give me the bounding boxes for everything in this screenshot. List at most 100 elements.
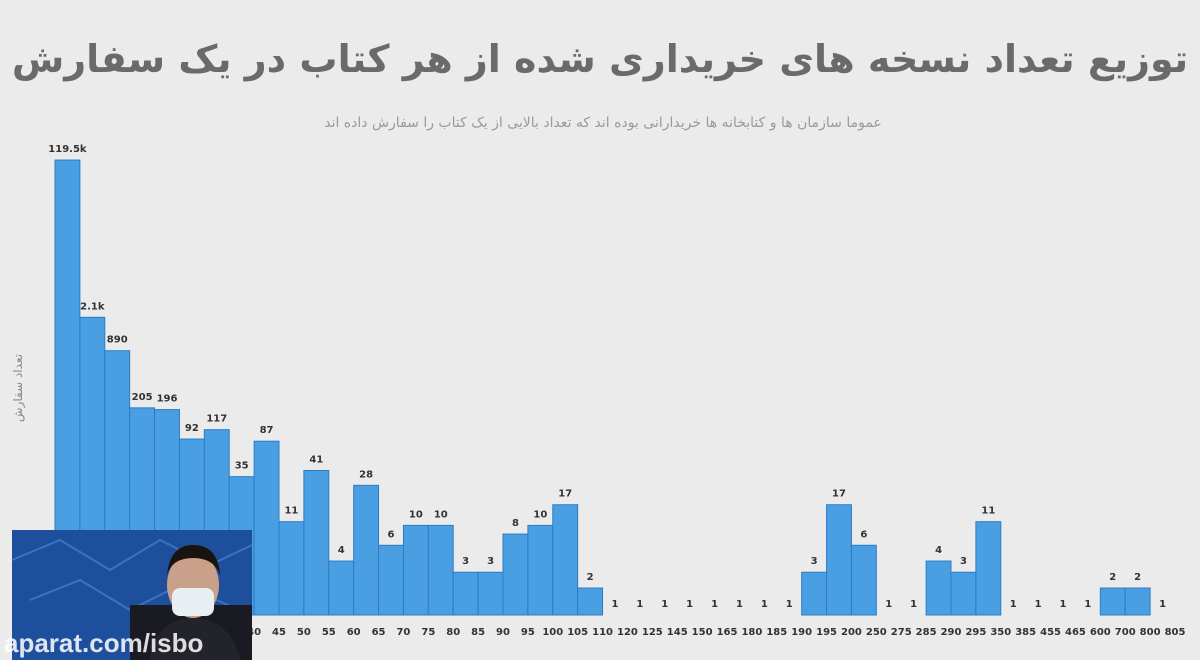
value-label: 17 xyxy=(832,489,846,500)
bin-edge-label: 70 xyxy=(396,627,410,638)
bar xyxy=(577,587,604,616)
value-label: 4 xyxy=(935,545,942,556)
bin-edge-label: 110 xyxy=(592,627,613,638)
value-label: 1 xyxy=(1084,599,1091,610)
video-overlay xyxy=(11,530,253,660)
bin-edge-label: 285 xyxy=(916,627,937,638)
bin-edge-label: 90 xyxy=(496,627,510,638)
value-label: 92 xyxy=(185,423,199,434)
bin-edge-label: 65 xyxy=(372,627,386,638)
bin-edge-label: 45 xyxy=(272,627,286,638)
value-label: 41 xyxy=(309,454,323,465)
bin-edge-label: 125 xyxy=(642,627,663,638)
bin-edge-label: 190 xyxy=(791,627,812,638)
value-label: 8 xyxy=(512,518,519,529)
bar xyxy=(328,560,355,616)
bar xyxy=(801,571,828,616)
bar xyxy=(378,544,404,616)
chart-title: توزیع تعداد نسخه های خریداری شده از هر ک… xyxy=(12,37,1188,81)
bar xyxy=(402,524,429,616)
value-label: 1 xyxy=(786,599,793,610)
bar xyxy=(303,469,330,616)
value-label: 119.5k xyxy=(48,144,87,155)
bin-edge-label: 700 xyxy=(1115,627,1136,638)
bar xyxy=(353,484,380,616)
value-label: 11 xyxy=(284,506,298,517)
bar xyxy=(253,440,280,616)
value-label: 2 xyxy=(587,572,594,583)
value-label: 6 xyxy=(860,529,867,540)
value-label: 1 xyxy=(636,599,643,610)
value-label: 2 xyxy=(1109,572,1116,583)
y-axis-title: تعداد سفارش xyxy=(11,354,26,422)
bin-edge-label: 75 xyxy=(421,627,435,638)
bin-edge-label: 195 xyxy=(816,627,837,638)
value-label: 10 xyxy=(409,509,423,520)
bar xyxy=(427,524,454,616)
bin-edge-label: 80 xyxy=(446,627,460,638)
bin-edge-label: 290 xyxy=(941,627,962,638)
value-label: 1 xyxy=(1010,599,1017,610)
bin-edge-label: 95 xyxy=(521,627,535,638)
bar xyxy=(527,524,554,616)
bar xyxy=(452,571,479,616)
bin-edge-label: 105 xyxy=(567,627,588,638)
value-label: 3 xyxy=(811,556,818,567)
value-label: 11 xyxy=(981,506,995,517)
value-label: 17 xyxy=(558,489,572,500)
value-label: 3 xyxy=(960,556,967,567)
bin-edge-label: 600 xyxy=(1090,627,1111,638)
value-label: 2.1k xyxy=(80,301,105,312)
value-label: 1 xyxy=(686,599,693,610)
value-label: 196 xyxy=(157,394,178,405)
value-label: 1 xyxy=(885,599,892,610)
bar xyxy=(950,571,977,616)
bar xyxy=(975,521,1002,616)
bin-edge-label: 350 xyxy=(990,627,1011,638)
bin-edge-label: 295 xyxy=(965,627,986,638)
value-label: 1 xyxy=(736,599,743,610)
value-label: 1 xyxy=(612,599,619,610)
bar xyxy=(278,521,305,616)
value-label: 10 xyxy=(533,509,547,520)
watermark: aparat.com/isbo xyxy=(4,628,203,658)
bin-edge-label: 465 xyxy=(1065,627,1086,638)
value-label: 1 xyxy=(1159,599,1166,610)
value-label: 1 xyxy=(711,599,718,610)
bin-edge-label: 145 xyxy=(667,627,688,638)
bin-edge-label: 180 xyxy=(741,627,762,638)
value-label: 2 xyxy=(1134,572,1141,583)
bin-edge-label: 50 xyxy=(297,627,311,638)
value-label: 35 xyxy=(235,461,249,472)
bar xyxy=(552,504,579,616)
bin-edge-label: 120 xyxy=(617,627,638,638)
value-label: 1 xyxy=(1060,599,1067,610)
bin-edge-label: 60 xyxy=(347,627,361,638)
bar xyxy=(826,504,852,616)
bar xyxy=(925,560,952,616)
value-label: 1 xyxy=(910,599,917,610)
bar xyxy=(1099,587,1126,616)
bar xyxy=(502,533,529,616)
value-label: 205 xyxy=(132,392,153,403)
bin-edge-label: 100 xyxy=(542,627,563,638)
bin-edge-label: 40 xyxy=(247,627,261,638)
value-label: 87 xyxy=(260,425,274,436)
bin-edge-label: 85 xyxy=(471,627,485,638)
bin-edge-label: 275 xyxy=(891,627,912,638)
value-label: 1 xyxy=(1035,599,1042,610)
bin-edge-label: 165 xyxy=(717,627,738,638)
value-label: 890 xyxy=(107,335,128,346)
bin-edge-label: 455 xyxy=(1040,627,1061,638)
value-label: 117 xyxy=(206,414,227,425)
value-label: 6 xyxy=(388,529,395,540)
bar xyxy=(850,544,877,616)
value-label: 3 xyxy=(487,556,494,567)
bin-edge-label: 200 xyxy=(841,627,862,638)
value-label: 28 xyxy=(359,469,373,480)
chart-subtitle: عموما سازمان ها و کتابخانه ها خریدارانی … xyxy=(324,115,882,131)
bin-edge-label: 800 xyxy=(1140,627,1161,638)
bin-edge-label: 150 xyxy=(692,627,713,638)
bin-edge-label: 385 xyxy=(1015,627,1036,638)
